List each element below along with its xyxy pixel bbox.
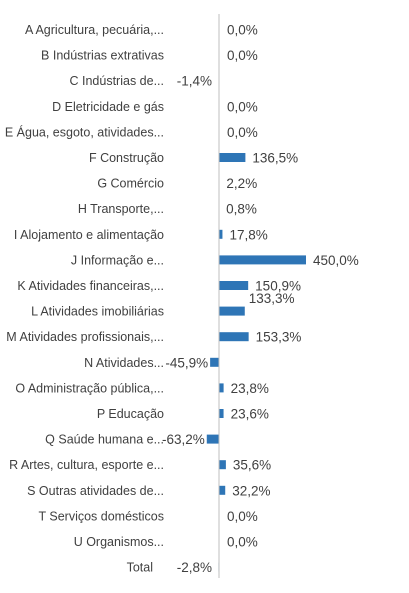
category-label: C Indústrias de... [70,74,165,88]
data-label: -45,9% [165,355,208,370]
category-label: Q Saúde humana e... [45,433,164,447]
data-label: 133,3% [249,291,295,306]
data-label: 150,9% [255,279,301,294]
bar [219,281,249,290]
bar [210,357,219,367]
bar [219,255,306,265]
bar [219,485,226,495]
category-label: O Administração pública,... [15,381,164,395]
category-label: K Atividades financeiras,... [17,279,164,293]
data-label: 136,5% [252,151,298,166]
category-label: I Alojamento e alimentação [14,228,164,242]
bar [219,153,246,162]
bar [219,460,226,470]
category-label: R Artes, cultura, esporte e... [9,458,164,472]
category-label: J Informação e... [71,253,164,267]
category-label: U Organismos... [74,535,164,549]
category-label: F Construção [89,151,164,165]
bar [219,229,223,239]
category-label: G Comércio [97,177,164,191]
data-label: 153,3% [256,330,302,345]
data-label: 450,0% [313,253,359,268]
data-label: 35,6% [233,458,271,473]
category-labels-group: A Agricultura, pecuária,... B Indústrias … [5,23,164,575]
category-label: N Atividades... [84,356,164,370]
data-label: 23,6% [231,407,269,422]
category-label: L Atividades imobiliárias [31,305,164,319]
category-label: M Atividades profissionais,... [6,330,164,344]
data-label: 23,8% [231,381,269,396]
data-label: 0,0% [227,535,258,550]
category-label: P Educação [97,407,164,421]
data-label: 0,8% [226,202,257,217]
data-label: 0,0% [227,23,258,38]
data-label: -2,8% [177,560,212,575]
data-label: -1,4% [177,74,212,89]
bars-group [206,153,306,572]
data-label: 0,0% [227,48,258,63]
category-label: D Eletricidade e gás [52,100,164,114]
data-label: 0,0% [227,509,258,524]
data-label: 0,0% [227,99,258,114]
bar [219,332,249,342]
bar [206,434,219,444]
category-label: Total [127,561,153,575]
data-label: 2,2% [226,176,257,191]
data-label: 0,0% [227,125,258,140]
data-label: 17,8% [229,227,267,242]
data-label: 32,2% [232,483,270,498]
category-label: T Serviços domésticos [38,509,164,523]
category-label: A Agricultura, pecuária,... [25,23,164,37]
category-label: E Água, esgoto, atividades... [5,124,164,139]
bar [219,383,224,393]
category-label: H Transporte,... [78,202,164,216]
category-label: S Outras atividades de... [27,484,164,498]
value-labels-group: 0,0% 0,0% -1,4% 0,0% 0,0% 136,5% 2,2% 0,8% 17,8%… [162,23,359,576]
bar [219,306,245,316]
data-label: -63,2% [162,432,205,447]
bar [219,409,224,418]
category-label: B Indústrias extrativas [41,49,164,63]
